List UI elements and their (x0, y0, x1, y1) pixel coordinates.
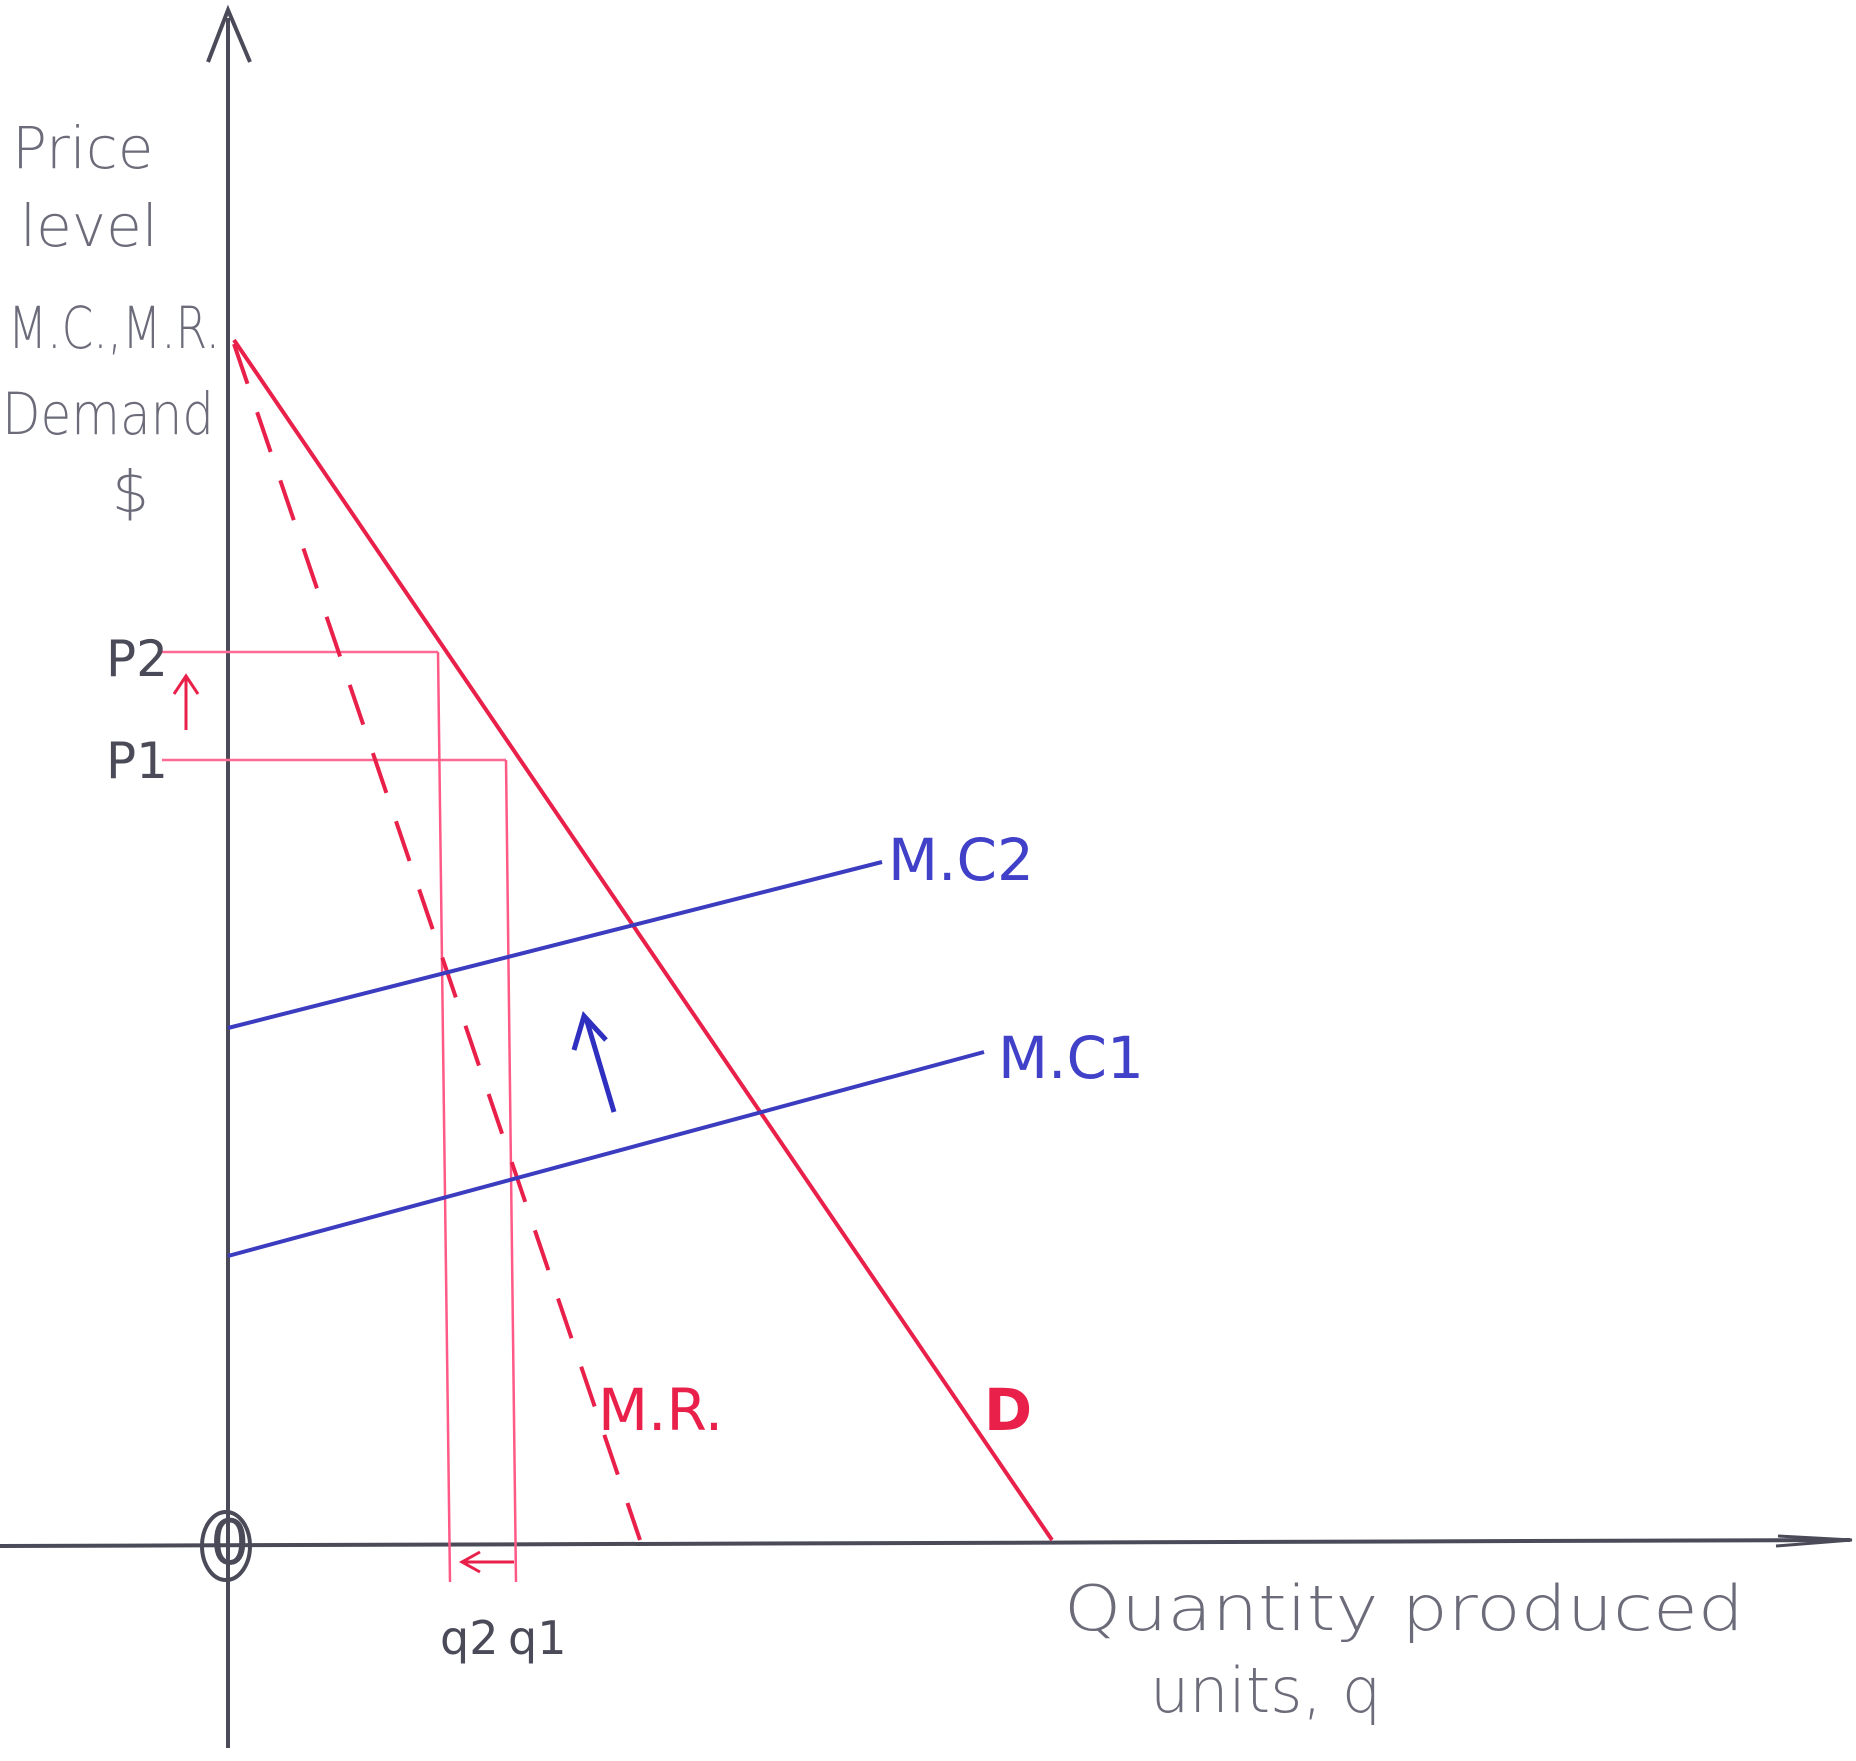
mc-up-arrow-icon (571, 1011, 617, 1113)
y-label-line-3: M.C.,M.R. (8, 294, 220, 362)
y-label-line-5: $ (112, 458, 149, 526)
p1-label: P1 (106, 732, 168, 790)
axes (0, 4, 1853, 1748)
x-label-line-2: units, q (1150, 1654, 1381, 1727)
q2-vertical-guide (436, 651, 452, 1583)
mc1-label: M.C1 (998, 1024, 1144, 1092)
p2-label: P2 (106, 630, 168, 688)
demand-curve (232, 338, 1054, 1542)
price-up-arrow-icon (172, 673, 200, 730)
q1-vertical-guide (504, 759, 518, 1583)
q2-label: q2 (440, 1611, 498, 1665)
origin-label: 0 (210, 1506, 249, 1579)
mc2-curve (227, 860, 883, 1030)
marginal-revenue-curve (232, 343, 642, 1541)
x-axis-arrowhead (1775, 1534, 1853, 1548)
origin-marker (200, 1510, 252, 1582)
y-label-line-4: Demand (2, 380, 214, 448)
x-axis (0, 1538, 1851, 1548)
mc2-label: M.C2 (888, 826, 1034, 894)
q1-label: q1 (508, 1611, 566, 1665)
y-axis-arrowhead (206, 4, 252, 63)
y-axis-label: Price level M.C.,M.R. Demand $ (2, 114, 220, 526)
origin-circle (200, 1510, 252, 1582)
x-label-line-1: Quantity produced (1064, 1572, 1744, 1645)
x-axis-label: Quantity produced units, q (1064, 1572, 1744, 1727)
price-guides (162, 650, 518, 1583)
quantity-left-arrow-icon (458, 1550, 514, 1574)
mr-label: M.R. (598, 1376, 723, 1444)
mc1-curve (227, 1050, 985, 1258)
y-label-line-2: level (20, 192, 158, 260)
demand-label: D (984, 1376, 1032, 1444)
y-label-line-1: Price (12, 114, 154, 182)
